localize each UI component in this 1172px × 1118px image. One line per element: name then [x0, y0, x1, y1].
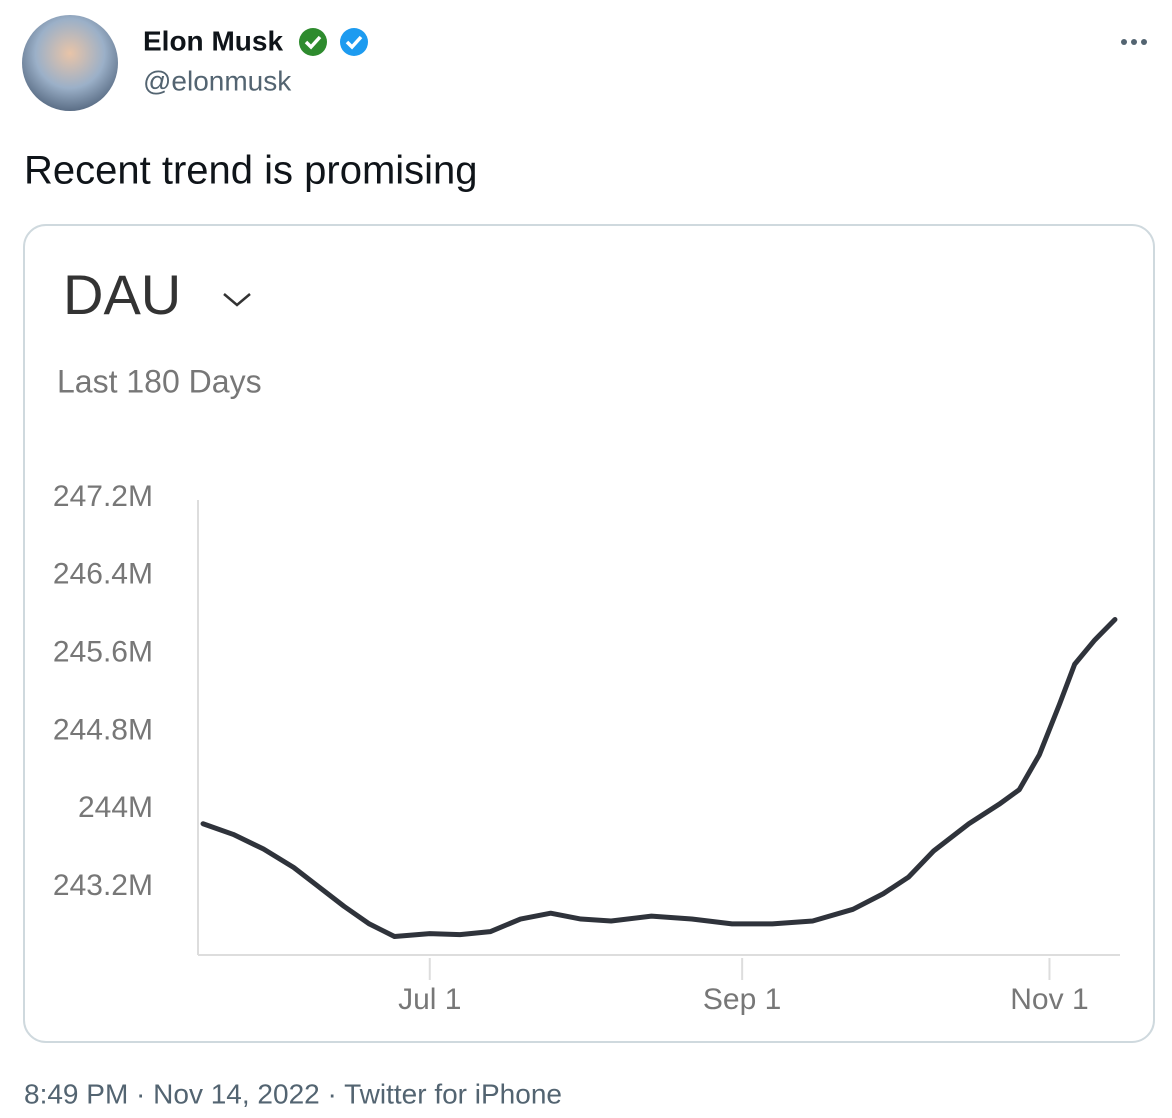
user-name[interactable]: Elon Musk — [143, 25, 283, 56]
avatar[interactable] — [22, 15, 118, 111]
badge-green — [299, 28, 327, 56]
more-menu[interactable] — [1121, 39, 1147, 45]
tweet-text: Recent trend is promising — [24, 149, 478, 193]
media-card[interactable] — [23, 224, 1155, 1043]
y-tick-label: 243.2M — [53, 869, 153, 902]
x-tick-label: Nov 1 — [1010, 983, 1088, 1016]
y-tick-label: 247.2M — [53, 480, 153, 513]
chart-title: DAU — [63, 263, 181, 326]
user-handle[interactable]: @elonmusk — [143, 65, 292, 96]
x-tick-label: Jul 1 — [398, 983, 461, 1016]
data-line — [200, 617, 1118, 940]
dropdown-chevron — [223, 293, 251, 307]
y-tick-label: 245.6M — [53, 635, 153, 668]
y-tick-label: 244.8M — [53, 713, 153, 746]
badge-blue — [340, 28, 368, 56]
x-tick-label: Sep 1 — [703, 983, 781, 1016]
chart-subtitle: Last 180 Days — [57, 363, 262, 399]
y-tick-label: 244M — [78, 791, 153, 824]
y-tick-label: 246.4M — [53, 558, 153, 591]
tweet-footer: 8:49 PM · Nov 14, 2022 · Twitter for iPh… — [24, 1078, 562, 1109]
